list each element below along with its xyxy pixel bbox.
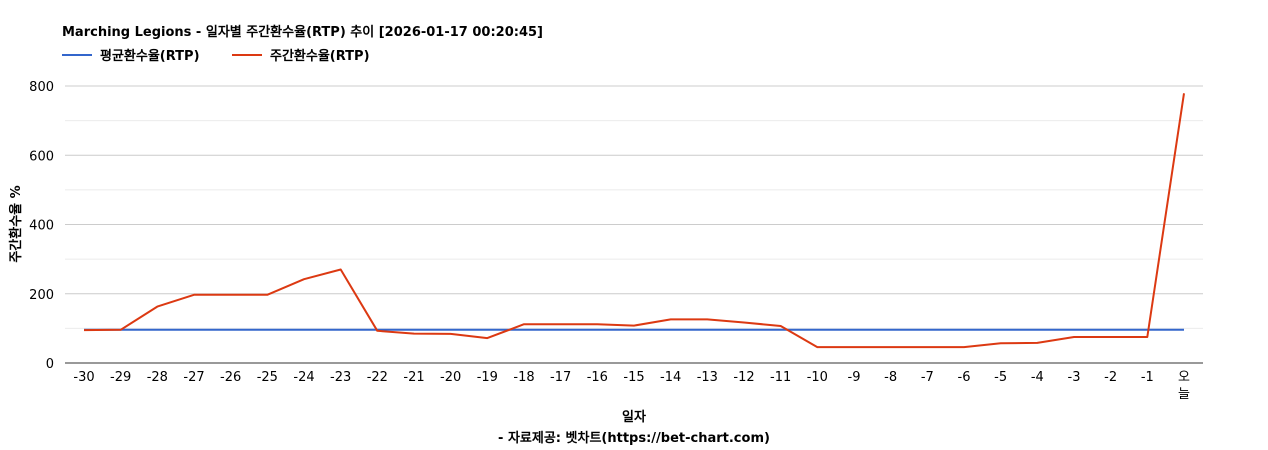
- x-tick-label: -15: [623, 370, 644, 385]
- data-credit: - 자료제공: 벳차트(https://bet-chart.com): [498, 430, 770, 446]
- y-tick-label: 0: [46, 357, 54, 372]
- y-tick-label: 200: [29, 288, 54, 303]
- legend-label-average: 평균환수율(RTP): [100, 48, 200, 64]
- x-tick-label: -17: [550, 370, 571, 385]
- legend: 평균환수율(RTP) 주간환수율(RTP): [62, 48, 370, 64]
- x-tick-label: -28: [147, 370, 168, 385]
- x-tick-label: -23: [330, 370, 351, 385]
- x-tick-label: -30: [73, 370, 94, 385]
- x-tick-label: -29: [110, 370, 131, 385]
- legend-label-weekly: 주간환수율(RTP): [270, 48, 370, 64]
- x-tick-label: -4: [1031, 370, 1044, 385]
- x-axis-label: 일자: [622, 410, 646, 425]
- x-tick-label: -10: [807, 370, 828, 385]
- x-tick-label: -22: [367, 370, 388, 385]
- x-tick-label: -11: [770, 370, 791, 385]
- y-tick-label: 600: [29, 149, 54, 164]
- series-lines: [83, 93, 1185, 349]
- x-tick-label: -1: [1141, 370, 1154, 385]
- y-tick-labels: 0 200 400 600 800: [29, 80, 54, 372]
- x-tick-label: -25: [257, 370, 278, 385]
- x-tick-label: -26: [220, 370, 241, 385]
- x-tick-label: -18: [513, 370, 534, 385]
- y-axis-label: 주간환수율 %: [8, 185, 24, 262]
- x-tick-label: -20: [440, 370, 461, 385]
- x-tick-label: -24: [293, 370, 314, 385]
- gridlines: [65, 85, 1203, 329]
- x-tick-labels: -30 -29 -28 -27 -26 -25 -24 -23 -22 -21 -20 -19 -18 -…: [73, 370, 1190, 402]
- x-tick-label: -9: [848, 370, 861, 385]
- x-tick-label: -21: [403, 370, 424, 385]
- x-tick-label: -7: [921, 370, 934, 385]
- chart-title: Marching Legions - 일자별 주간환수율(RTP) 추이 [20…: [62, 24, 543, 40]
- x-tick-label: -3: [1068, 370, 1081, 385]
- x-tick-label: -2: [1104, 370, 1117, 385]
- y-tick-label: 400: [29, 219, 54, 234]
- x-tick-label: -12: [733, 370, 754, 385]
- x-tick-label: -13: [697, 370, 718, 385]
- x-tick-label: -14: [660, 370, 681, 385]
- x-tick-label: -6: [958, 370, 971, 385]
- x-tick-label: -27: [183, 370, 204, 385]
- x-tick-label: -16: [587, 370, 608, 385]
- x-tick-label: -19: [477, 370, 498, 385]
- series-line-weekly: [83, 93, 1185, 349]
- x-tick-label: -5: [994, 370, 1007, 385]
- x-tick-label: -8: [884, 370, 897, 385]
- y-tick-label: 800: [29, 80, 54, 95]
